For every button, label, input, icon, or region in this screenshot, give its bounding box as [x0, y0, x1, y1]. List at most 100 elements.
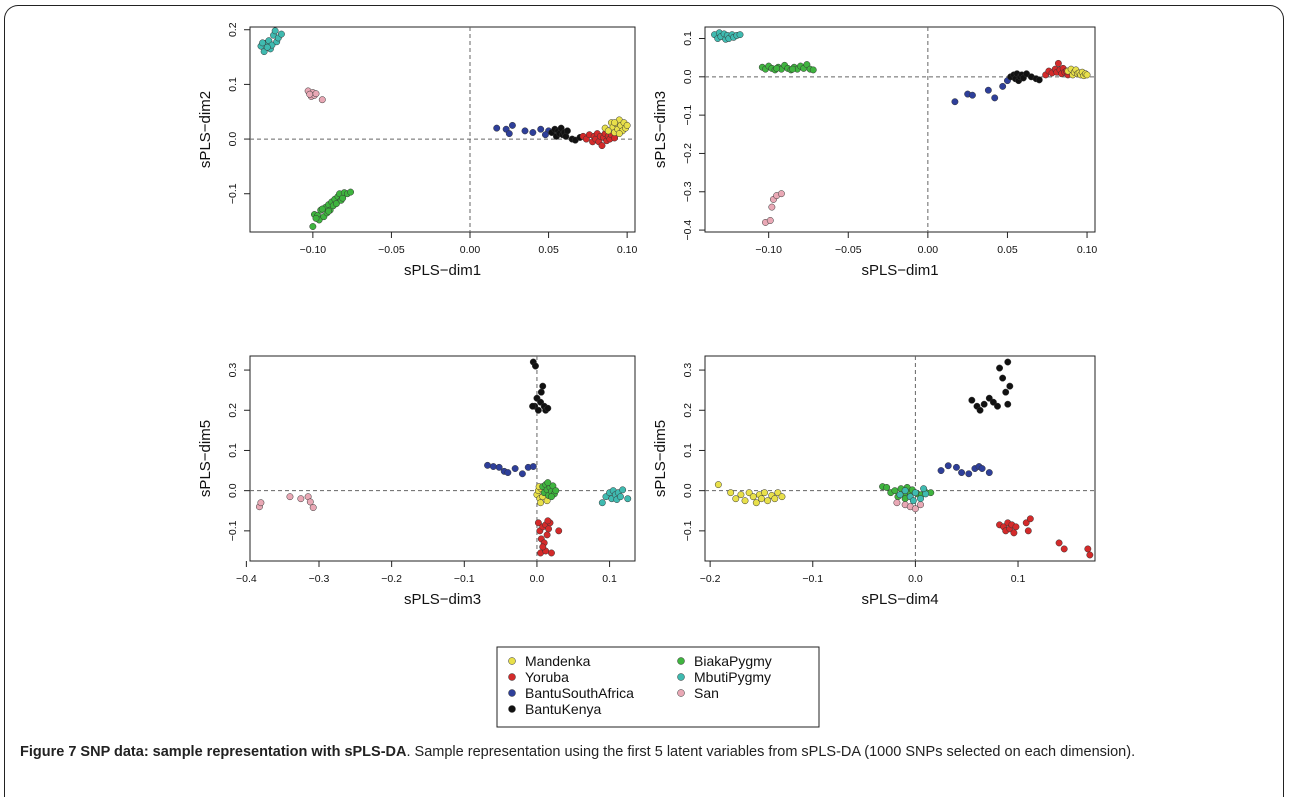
data-point: [537, 499, 545, 507]
y-tick-label: −0.1: [227, 520, 239, 541]
data-point: [484, 461, 491, 469]
data-point: [773, 64, 781, 72]
x-axis-label: sPLS−dim4: [861, 591, 938, 608]
data-point: [764, 497, 772, 505]
x-tick-label: −0.10: [300, 244, 327, 256]
x-tick-label: 0.00: [918, 244, 939, 256]
caption-title: Figure 7 SNP data: sample representation…: [20, 744, 407, 760]
data-point: [757, 495, 765, 503]
data-point: [624, 495, 632, 503]
data-point: [332, 200, 340, 208]
figure-caption: Figure 7 SNP data: sample representation…: [20, 742, 1270, 762]
series-Mandenka: [601, 116, 631, 138]
y-axis-label: sPLS−dim3: [652, 91, 669, 168]
data-point: [996, 364, 1004, 372]
data-point: [937, 467, 945, 475]
data-point: [984, 86, 992, 94]
data-point: [917, 501, 924, 509]
legend-label: MbutiPygmy: [694, 669, 771, 685]
y-tick-label: 0.2: [227, 22, 239, 37]
series-BantuSouthAfrica: [493, 121, 553, 139]
y-tick-label: −0.4: [682, 220, 694, 241]
data-point: [999, 374, 1007, 382]
y-axis-label: sPLS−dim5: [652, 420, 669, 497]
data-point: [541, 131, 549, 139]
data-point: [493, 124, 501, 132]
y-tick-label: 0.0: [227, 483, 239, 498]
data-point: [911, 489, 919, 497]
data-point: [1083, 71, 1091, 79]
series-Mandenka: [714, 481, 786, 507]
data-point: [1084, 545, 1092, 553]
data-point: [968, 91, 976, 99]
x-tick-label: 0.10: [1077, 244, 1098, 256]
data-point: [257, 499, 265, 507]
x-axis-label: sPLS−dim1: [861, 262, 938, 279]
data-point: [259, 39, 267, 47]
legend-box: [496, 646, 820, 728]
data-point: [505, 130, 513, 138]
series-MbutiPygmy: [598, 486, 632, 507]
data-point: [1024, 527, 1032, 535]
data-point: [991, 94, 999, 102]
data-point: [968, 396, 976, 404]
data-point: [309, 223, 317, 230]
plot-frame: [249, 26, 636, 233]
y-tick-label: −0.1: [682, 520, 694, 541]
data-point: [766, 217, 774, 224]
data-point: [598, 142, 606, 150]
x-tick-label: 0.10: [617, 244, 638, 256]
data-point: [529, 402, 537, 410]
data-point: [768, 203, 776, 211]
data-point: [727, 489, 735, 497]
series-Mandenka: [1064, 65, 1091, 80]
data-point: [714, 481, 722, 489]
series-BantuKenya: [548, 124, 584, 144]
data-point: [529, 129, 537, 136]
figure-plots: MandenkaYorubaBantuSouthAfricaBantuKenya…: [197, 22, 1098, 728]
data-point: [623, 121, 631, 129]
data-point: [774, 489, 782, 497]
legend-label: BantuKenya: [525, 701, 601, 717]
data-point: [1035, 76, 1043, 84]
data-point: [543, 531, 551, 539]
data-point: [286, 493, 294, 501]
data-point: [518, 470, 526, 478]
data-point: [1004, 400, 1012, 408]
y-tick-label: 0.2: [227, 403, 239, 418]
data-point: [306, 498, 314, 506]
data-point: [347, 188, 355, 196]
data-point: [737, 491, 745, 499]
data-point: [752, 499, 760, 507]
data-point: [552, 487, 560, 495]
x-tick-label: −0.10: [755, 244, 782, 256]
series-San: [255, 493, 317, 511]
data-point: [896, 491, 904, 499]
y-tick-label: 0.0: [682, 69, 694, 84]
series-BantuKenya: [529, 358, 552, 414]
data-point: [1054, 59, 1062, 67]
series-BantuSouthAfrica: [484, 461, 537, 478]
data-point: [958, 469, 966, 477]
series-San: [762, 190, 785, 226]
data-point: [917, 495, 924, 503]
data-point: [745, 489, 753, 497]
data-point: [489, 463, 497, 470]
legend: MandenkaYorubaBantuSouthAfricaBantuKenya…: [496, 646, 820, 728]
data-point: [263, 43, 271, 51]
data-point: [544, 517, 552, 525]
data-point: [909, 497, 917, 505]
x-tick-label: −0.05: [835, 244, 862, 256]
series-Yoruba: [534, 517, 563, 557]
data-point: [994, 402, 1001, 410]
data-point: [306, 90, 314, 98]
series-BantuKenya: [968, 358, 1014, 414]
plot-frame: [704, 26, 1096, 233]
data-point: [318, 205, 326, 213]
data-point: [548, 493, 555, 501]
x-tick-label: 0.05: [538, 244, 559, 256]
legend-marker: [677, 657, 685, 665]
legend-marker: [508, 705, 516, 713]
series-BiakaPygmy: [539, 479, 560, 501]
data-point: [809, 66, 817, 74]
